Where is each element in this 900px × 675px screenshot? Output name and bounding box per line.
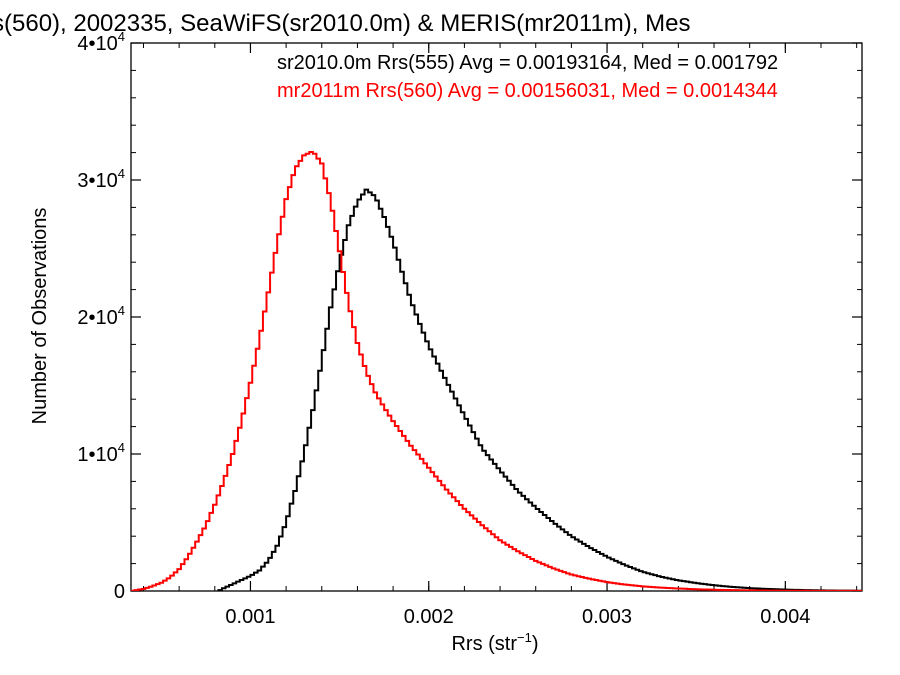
y-tick-label-exponent: 4 (118, 166, 125, 181)
plot-border (130, 42, 863, 592)
x-tick-label: 0.001 (225, 606, 275, 628)
y-tick-label-exponent: 4 (118, 29, 125, 44)
y-tick-label: 3•104 (77, 166, 125, 192)
y-tick-label-mantissa: 4•10 (77, 33, 117, 55)
x-tick-label: 0.004 (760, 606, 810, 628)
legend-entry-series-2: mr2011m Rrs(560) Avg = 0.00156031, Med =… (277, 80, 778, 102)
x-axis-label-close: ) (532, 633, 539, 655)
x-axis-label-unit-exponent: −1 (517, 630, 532, 645)
data-series (131, 151, 862, 591)
y-tick-label-exponent: 4 (118, 440, 125, 455)
x-tick-label: 0.002 (404, 606, 454, 628)
y-tick-label: 4•104 (77, 29, 125, 55)
y-tick-label-mantissa: 0 (114, 581, 125, 603)
legend-entry-series-1: sr2010.0m Rrs(555) Avg = 0.00193164, Med… (277, 52, 778, 74)
legend: sr2010.0m Rrs(555) Avg = 0.00193164, Med… (277, 52, 778, 102)
plot-area (130, 42, 863, 592)
y-tick-label-exponent: 4 (118, 303, 125, 318)
y-tick-label-mantissa: 2•10 (77, 307, 117, 329)
axis-ticks: 0.001 0.002 0.003 0.00401•1042•1043•1044•10… (77, 29, 862, 628)
y-tick-label: 2•104 (77, 303, 125, 329)
y-axis-label: Number of Observations (29, 208, 51, 425)
y-tick-label: 1•104 (77, 440, 125, 466)
x-axis-label: Rrs (str−1) (451, 630, 538, 655)
y-tick-label: 0 (114, 581, 125, 603)
y-tick-label-mantissa: 3•10 (77, 170, 117, 192)
series-line-1 (217, 188, 862, 591)
y-tick-label-mantissa: 1•10 (77, 444, 117, 466)
x-axis-label-text: Rrs (str (451, 633, 517, 655)
chart-title: s(560), 2002335, SeaWiFS(sr2010.0m) & ME… (0, 10, 690, 37)
series-line-2 (131, 151, 862, 591)
x-tick-label: 0.003 (582, 606, 632, 628)
